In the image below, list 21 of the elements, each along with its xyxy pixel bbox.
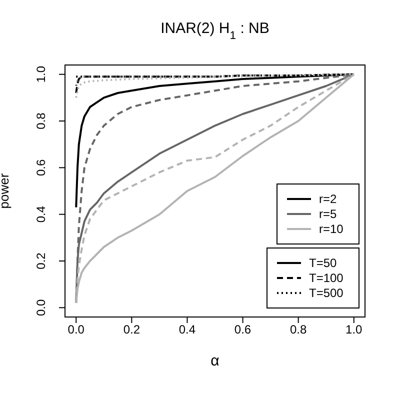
x-tick-label: 0.8 (290, 322, 307, 337)
x-tick-label: 0.6 (234, 322, 252, 337)
y-tick-label: 0.4 (34, 206, 48, 223)
y-tick-label: 1.0 (34, 66, 48, 83)
y-tick-label: 0.2 (34, 252, 48, 270)
x-tick-label: 0.4 (178, 322, 196, 337)
x-tick-label: 0.0 (68, 322, 85, 337)
x-tick-label: 0.2 (123, 322, 140, 337)
y-tick-label: 0.8 (34, 112, 48, 130)
annotation: r=10 (319, 222, 344, 236)
annotation: T=500 (309, 286, 344, 300)
y-tick-label: 0.6 (34, 159, 48, 176)
x-axis-title: α (210, 352, 220, 370)
chart-title: INAR(2) H$_{1}$: NB (160, 20, 270, 42)
annotation: r=2 (319, 192, 338, 206)
annotation: r=5 (319, 207, 338, 221)
y-tick-label: 0.0 (34, 299, 48, 316)
annotation: T=100 (309, 271, 344, 285)
x-tick-label: 1.0 (346, 322, 363, 337)
annotation: T=50 (309, 256, 338, 270)
y-axis-title: power (0, 172, 12, 209)
